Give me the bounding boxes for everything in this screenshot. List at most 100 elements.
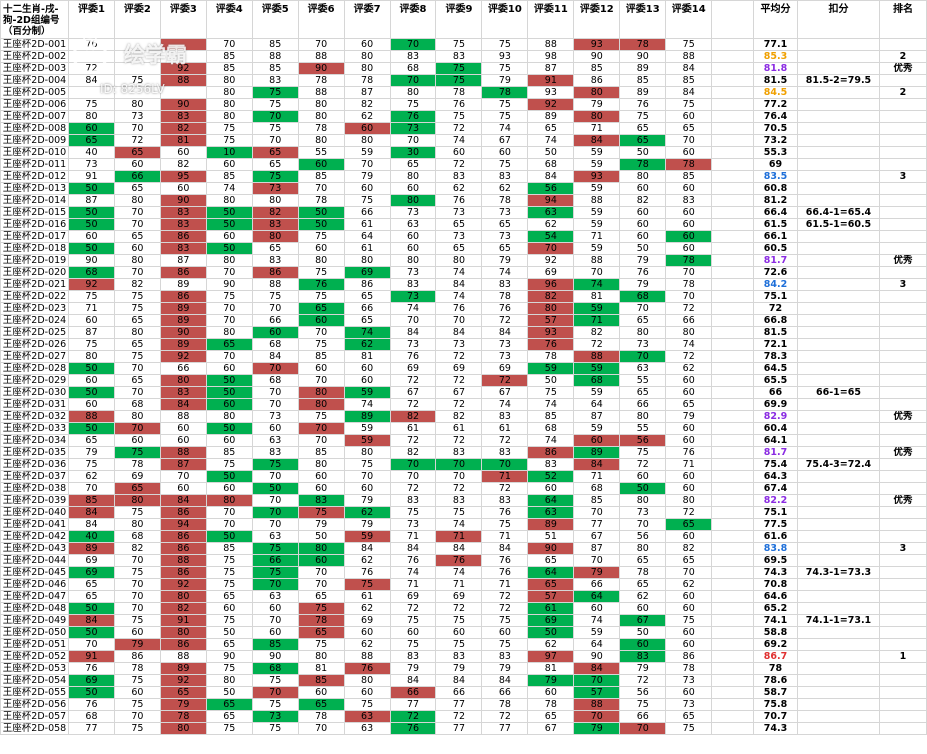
score-cell-judge-8[interactable]: 84 — [389, 674, 437, 687]
average-cell[interactable]: 82.2 — [753, 494, 798, 507]
score-cell-judge-13[interactable]: 55 — [619, 374, 667, 387]
rank-cell[interactable] — [878, 698, 927, 711]
score-cell-judge-2[interactable]: 72 — [113, 134, 161, 147]
rank-cell[interactable] — [878, 218, 927, 231]
score-cell-judge-2[interactable]: 75 — [113, 674, 161, 687]
score-cell-judge-14[interactable]: 86 — [665, 650, 713, 663]
blank-cell[interactable] — [711, 638, 755, 651]
score-cell-judge-11[interactable]: 92 — [527, 98, 575, 111]
score-cell-judge-1[interactable]: 79 — [67, 446, 115, 459]
average-cell[interactable]: 78.6 — [753, 674, 798, 687]
score-cell-judge-2[interactable]: 60 — [113, 158, 161, 171]
rank-cell[interactable] — [878, 110, 927, 123]
score-cell-judge-2[interactable]: 70 — [113, 710, 161, 723]
average-cell[interactable]: 66.8 — [753, 314, 798, 327]
score-cell-judge-10[interactable]: 75 — [481, 38, 529, 51]
score-cell-judge-4[interactable]: 80 — [205, 98, 253, 111]
score-cell-judge-8[interactable]: 68 — [389, 62, 437, 75]
rank-cell[interactable] — [878, 338, 927, 351]
score-cell-judge-11[interactable]: 68 — [527, 422, 575, 435]
score-cell-judge-9[interactable]: 79 — [435, 662, 483, 675]
score-cell-judge-3[interactable]: 86 — [159, 530, 207, 543]
average-cell[interactable]: 64.5 — [753, 362, 798, 375]
score-cell-judge-1[interactable]: 60 — [67, 230, 115, 243]
score-cell-judge-2[interactable]: 75 — [113, 614, 161, 627]
score-cell-judge-9[interactable]: 75 — [435, 614, 483, 627]
score-cell-judge-11[interactable]: 62 — [527, 218, 575, 231]
entry-name-cell[interactable]: 王座杯2D-041 — [0, 518, 69, 531]
score-cell-judge-4[interactable]: 50 — [205, 686, 253, 699]
header-judge-13[interactable]: 评委13 — [619, 0, 667, 39]
score-cell-judge-13[interactable]: 75 — [619, 110, 667, 123]
score-cell-judge-2[interactable]: 75 — [113, 506, 161, 519]
score-cell-judge-9[interactable]: 74 — [435, 518, 483, 531]
average-cell[interactable]: 60.5 — [753, 242, 798, 255]
score-cell-judge-14[interactable]: 60 — [665, 530, 713, 543]
score-cell-judge-11[interactable]: 63 — [527, 206, 575, 219]
score-cell-judge-3[interactable]: 83 — [159, 242, 207, 255]
score-cell-judge-11[interactable]: 85 — [527, 410, 575, 423]
score-cell-judge-1[interactable] — [67, 86, 115, 99]
score-cell-judge-11[interactable]: 96 — [527, 278, 575, 291]
score-cell-judge-1[interactable]: 76 — [67, 662, 115, 675]
score-cell-judge-12[interactable]: 82 — [573, 326, 621, 339]
rank-cell[interactable] — [878, 182, 927, 195]
score-cell-judge-11[interactable]: 70 — [527, 242, 575, 255]
blank-cell[interactable] — [711, 134, 755, 147]
score-cell-judge-5[interactable]: 63 — [251, 590, 299, 603]
score-cell-judge-8[interactable]: 63 — [389, 218, 437, 231]
score-cell-judge-4[interactable]: 80 — [205, 74, 253, 87]
average-cell[interactable]: 75.4 — [753, 458, 798, 471]
score-cell-judge-8[interactable]: 30 — [389, 146, 437, 159]
score-cell-judge-11[interactable]: 76 — [527, 338, 575, 351]
score-cell-judge-5[interactable]: 86 — [251, 266, 299, 279]
deduction-cell[interactable] — [797, 722, 880, 735]
score-cell-judge-14[interactable]: 80 — [665, 494, 713, 507]
score-cell-judge-6[interactable]: 70 — [297, 434, 345, 447]
score-cell-judge-10[interactable]: 75 — [481, 518, 529, 531]
score-cell-judge-12[interactable]: 59 — [573, 158, 621, 171]
score-cell-judge-11[interactable]: 94 — [527, 194, 575, 207]
score-cell-judge-5[interactable]: 75 — [251, 290, 299, 303]
rank-cell[interactable]: 3 — [878, 278, 927, 291]
deduction-cell[interactable] — [797, 650, 880, 663]
score-cell-judge-11[interactable]: 61 — [527, 602, 575, 615]
score-cell-judge-10[interactable]: 72 — [481, 602, 529, 615]
score-cell-judge-7[interactable]: 60 — [343, 122, 391, 135]
score-cell-judge-2[interactable]: 70 — [113, 206, 161, 219]
entry-name-cell[interactable]: 王座杯2D-043 — [0, 542, 69, 555]
score-cell-judge-4[interactable]: 60 — [205, 230, 253, 243]
score-cell-judge-14[interactable]: 65 — [665, 710, 713, 723]
score-cell-judge-13[interactable]: 60 — [619, 470, 667, 483]
blank-cell[interactable] — [711, 686, 755, 699]
blank-cell[interactable] — [711, 446, 755, 459]
deduction-cell[interactable] — [797, 278, 880, 291]
blank-cell[interactable] — [711, 374, 755, 387]
score-cell-judge-2[interactable]: 70 — [113, 422, 161, 435]
score-cell-judge-2[interactable]: 78 — [113, 662, 161, 675]
score-cell-judge-7[interactable]: 81 — [343, 350, 391, 363]
average-cell[interactable]: 70.8 — [753, 578, 798, 591]
rank-cell[interactable] — [878, 614, 927, 627]
score-cell-judge-3[interactable]: 78 — [159, 710, 207, 723]
score-cell-judge-11[interactable]: 84 — [527, 170, 575, 183]
score-cell-judge-7[interactable]: 80 — [343, 50, 391, 63]
score-cell-judge-12[interactable]: 59 — [573, 242, 621, 255]
score-cell-judge-12[interactable]: 68 — [573, 374, 621, 387]
score-cell-judge-5[interactable]: 83 — [251, 74, 299, 87]
score-cell-judge-6[interactable]: 70 — [297, 722, 345, 735]
score-cell-judge-8[interactable]: 70 — [389, 314, 437, 327]
entry-name-cell[interactable]: 王座杯2D-003 — [0, 62, 69, 75]
score-cell-judge-9[interactable]: 75 — [435, 110, 483, 123]
score-cell-judge-4[interactable]: 50 — [205, 218, 253, 231]
score-cell-judge-9[interactable]: 83 — [435, 446, 483, 459]
blank-cell[interactable] — [711, 470, 755, 483]
score-cell-judge-2[interactable]: 70 — [113, 386, 161, 399]
deduction-cell[interactable] — [797, 542, 880, 555]
deduction-cell[interactable] — [797, 314, 880, 327]
score-cell-judge-10[interactable]: 75 — [481, 98, 529, 111]
average-cell[interactable]: 70.7 — [753, 710, 798, 723]
score-cell-judge-10[interactable]: 73 — [481, 230, 529, 243]
rank-cell[interactable] — [878, 578, 927, 591]
score-cell-judge-9[interactable]: 70 — [435, 314, 483, 327]
